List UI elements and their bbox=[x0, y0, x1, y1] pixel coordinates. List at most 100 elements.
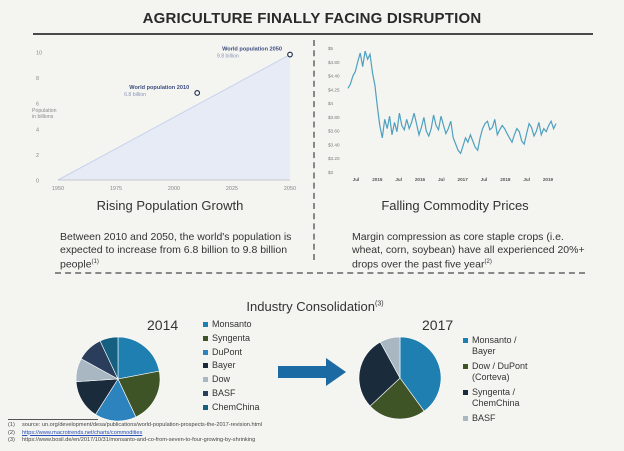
population-annotation-2050: World population 2050 bbox=[222, 47, 282, 53]
footnote-2-number: (2) bbox=[8, 429, 15, 436]
price-series-line bbox=[347, 50, 557, 155]
footnote-3: (3) https://www.bosil.de/en/2017/10/31/mo… bbox=[8, 437, 262, 445]
vertical-divider bbox=[313, 40, 315, 260]
pie-2014-slice-syngenta bbox=[117, 370, 161, 418]
legend-label-syngenta: Syngenta bbox=[212, 332, 251, 343]
swatch-dupont bbox=[203, 349, 208, 355]
swatch-basf-2017 bbox=[463, 416, 468, 421]
price-ytick-4: $4 bbox=[328, 101, 334, 106]
legend-item-bayer: Bayer bbox=[203, 359, 293, 373]
price-ytick-6: $3.60 bbox=[328, 129, 340, 134]
swatch-syngenta-chemchina bbox=[463, 390, 468, 395]
footnote-3-number: (3) bbox=[8, 437, 15, 443]
population-xtick-2025: 2025 bbox=[226, 186, 238, 192]
horizontal-divider bbox=[55, 272, 585, 274]
legend-label-monsanto-bayer: Monsanto / Bayer bbox=[472, 335, 517, 356]
swatch-monsanto-bayer bbox=[463, 338, 468, 343]
swatch-dow bbox=[203, 377, 208, 383]
price-xtick-0: Jul bbox=[353, 177, 360, 182]
swatch-monsanto bbox=[203, 322, 208, 327]
population-ytick-8: 8 bbox=[36, 76, 39, 82]
swatch-bayer bbox=[203, 363, 208, 369]
legend-item-basf: BASF bbox=[203, 387, 293, 401]
swatch-dow-dupont bbox=[463, 364, 468, 369]
arrow-shape bbox=[278, 358, 346, 386]
commodity-subheading: Falling Commodity Prices bbox=[381, 198, 529, 213]
legend-label-basf-2017: BASF bbox=[472, 413, 496, 423]
legend-item-monsanto-bayer: Monsanto / Bayer bbox=[463, 335, 573, 357]
price-xtick-4: Jul bbox=[438, 177, 445, 182]
pie-2017-slice-basf bbox=[379, 336, 401, 379]
title-underline bbox=[33, 33, 593, 35]
price-xtick-8: Jul bbox=[523, 177, 530, 182]
price-ytick-5: $3.80 bbox=[328, 115, 340, 120]
population-marker-2050 bbox=[287, 51, 293, 58]
legend-item-dow: Dow bbox=[203, 373, 293, 387]
right-arrow-icon bbox=[278, 358, 346, 386]
consolidation-heading: Industry Consolidation(3) bbox=[180, 299, 450, 314]
consolidation-heading-text: Industry Consolidation bbox=[246, 299, 376, 314]
year-2014-label: 2014 bbox=[147, 317, 179, 333]
population-annotation-2010: World population 2010 bbox=[129, 85, 189, 91]
population-ytick-10: 10 bbox=[36, 51, 42, 57]
price-ytick-3: $4.25 bbox=[328, 87, 340, 92]
population-subheading: Rising Population Growth bbox=[96, 198, 244, 213]
price-xtick-5: 2017 bbox=[458, 177, 469, 182]
legend-item-syngenta: Syngenta bbox=[203, 332, 293, 346]
year-2017-label: 2017 bbox=[422, 317, 454, 333]
legend-label-dow-dupont: Dow / DuPont (Corteva) bbox=[472, 361, 528, 382]
population-xtick-2000: 2000 bbox=[168, 186, 180, 192]
population-annotation-value-2010: 6.8 billion bbox=[124, 92, 146, 98]
footnote-1: (1) source: un.org/development/desa/publi… bbox=[8, 422, 262, 430]
population-ytick-6: 6 bbox=[36, 102, 39, 108]
commodity-description: Margin compression as core staple crops … bbox=[352, 231, 597, 271]
price-ytick-8: $3.20 bbox=[328, 156, 340, 161]
legend-label-monsanto: Monsanto bbox=[212, 319, 252, 329]
population-footnote-ref: (1) bbox=[91, 259, 99, 265]
population-trend-line bbox=[57, 54, 291, 181]
footnote-1-text: source: un.org/development/desa/publicat… bbox=[22, 422, 263, 428]
pie-chart-2017 bbox=[358, 336, 442, 420]
price-xtick-1: 2015 bbox=[372, 177, 383, 182]
consolidation-footnote-ref: (3) bbox=[375, 300, 384, 308]
pie-2017-slice-monsanto-bayer bbox=[399, 336, 442, 412]
legend-2017: Monsanto / Bayer Dow / DuPont (Corteva) … bbox=[463, 335, 573, 428]
price-xtick-6: Jul bbox=[481, 177, 488, 182]
footnote-3-text: https://www.bosil.de/en/2017/10/31/monsa… bbox=[22, 437, 256, 443]
population-description: Between 2010 and 2050, the world's popul… bbox=[60, 231, 300, 271]
legend-item-chemchina: ChemChina bbox=[203, 401, 293, 415]
price-xtick-7: 2018 bbox=[500, 177, 511, 182]
pie-2017-slice-dow-dupont-corteva- bbox=[369, 377, 425, 420]
pie-2014-slice-monsanto bbox=[117, 336, 160, 380]
population-xtick-2050: 2050 bbox=[284, 186, 296, 192]
legend-item-basf-2017: BASF bbox=[463, 413, 573, 424]
legend-label-basf: BASF bbox=[212, 387, 236, 398]
swatch-syngenta bbox=[203, 335, 208, 341]
commodity-footnote-ref: (2) bbox=[484, 259, 492, 265]
legend-item-dupont: DuPont bbox=[203, 346, 293, 360]
population-ytick-4: 4 bbox=[36, 127, 39, 133]
footnote-2-link[interactable]: https://www.macrotrends.net/charts/commo… bbox=[22, 429, 143, 436]
population-ytick-2: 2 bbox=[36, 153, 39, 159]
footnote-1-number: (1) bbox=[8, 422, 15, 428]
legend-item-monsanto: Monsanto bbox=[203, 318, 293, 332]
legend-item-dow-dupont: Dow / DuPont (Corteva) bbox=[463, 361, 573, 383]
commodity-description-text: Margin compression as core staple crops … bbox=[352, 231, 585, 271]
footnote-2: (2) https://www.macrotrends.net/charts/co… bbox=[8, 430, 262, 438]
price-ytick-9: $3 bbox=[328, 170, 334, 175]
legend-label-syngenta-chemchina: Syngenta / ChemChina bbox=[472, 387, 520, 408]
legend-item-syngenta-chemchina: Syngenta / ChemChina bbox=[463, 387, 573, 409]
legend-2014: Monsanto Syngenta DuPont Bayer Dow BASF … bbox=[203, 318, 293, 415]
commodity-price-chart: $5 $4.80 $4.40 $4.25 $4 $3.80 $3.60 $3.40 $3.20 $… bbox=[328, 46, 557, 182]
price-ytick-2: $4.40 bbox=[328, 74, 340, 79]
population-marker-2010 bbox=[194, 90, 201, 96]
footnote-rule bbox=[8, 419, 98, 420]
price-ytick-0: $5 bbox=[328, 46, 334, 51]
swatch-chemchina bbox=[203, 404, 208, 410]
price-xtick-3: 2016 bbox=[415, 177, 426, 182]
population-ylabel: Population in billions bbox=[32, 108, 57, 120]
population-ytick-0: 0 bbox=[36, 179, 39, 185]
price-xtick-9: 2019 bbox=[543, 177, 554, 182]
pie-2014-slice-chemchina bbox=[99, 336, 119, 380]
price-ytick-7: $3.40 bbox=[328, 142, 340, 147]
